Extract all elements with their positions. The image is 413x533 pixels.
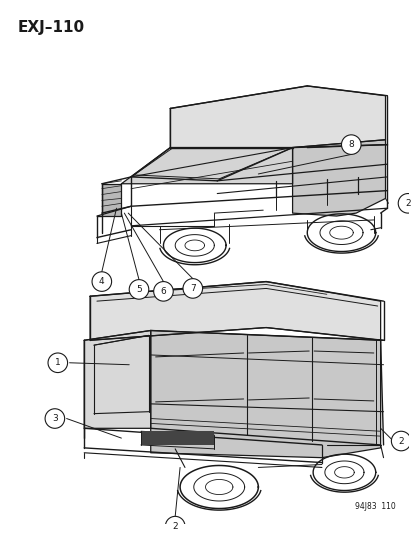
Text: 8: 8 (348, 140, 353, 149)
Circle shape (165, 516, 185, 533)
Polygon shape (90, 281, 380, 340)
Text: 5: 5 (136, 285, 142, 294)
Circle shape (183, 279, 202, 298)
Text: 2: 2 (172, 522, 178, 531)
Text: 3: 3 (52, 414, 57, 423)
Text: 4: 4 (99, 277, 104, 286)
Polygon shape (292, 140, 385, 216)
Circle shape (390, 431, 410, 451)
Text: EXJ–110: EXJ–110 (18, 20, 85, 35)
Text: 2: 2 (397, 437, 403, 446)
Circle shape (153, 281, 173, 301)
Circle shape (341, 135, 360, 155)
Polygon shape (150, 330, 380, 458)
Polygon shape (84, 330, 150, 429)
Circle shape (129, 280, 148, 299)
Text: 1: 1 (55, 358, 61, 367)
Circle shape (92, 272, 112, 292)
Circle shape (45, 409, 64, 429)
Circle shape (397, 193, 413, 213)
Text: 94J83  110: 94J83 110 (354, 503, 394, 512)
Circle shape (48, 353, 67, 373)
Polygon shape (121, 148, 292, 184)
Polygon shape (102, 184, 121, 216)
Text: 6: 6 (160, 287, 166, 296)
Text: 2: 2 (404, 199, 410, 208)
Text: 7: 7 (190, 284, 195, 293)
Polygon shape (170, 86, 385, 148)
Bar (142, 431, 214, 445)
